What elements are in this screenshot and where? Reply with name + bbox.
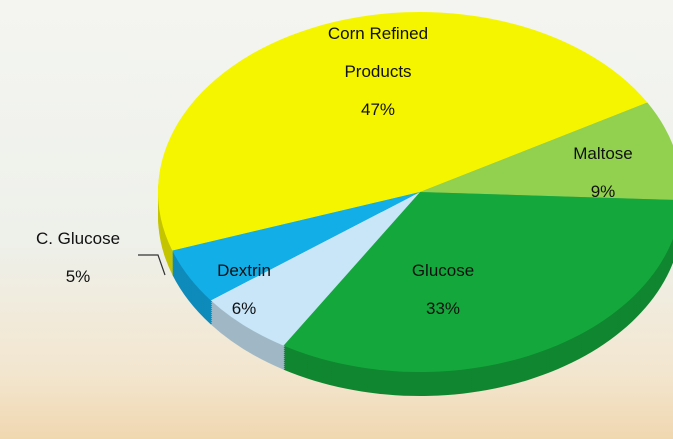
- slice: [420, 102, 673, 200]
- slice-label: Maltose 9%: [558, 135, 648, 211]
- value-label: 5%: [65, 267, 91, 286]
- slice: [157, 11, 648, 251]
- slice-label: Corn Refined Products 47%: [303, 15, 453, 129]
- leader-line: [138, 254, 166, 276]
- category-label: C. Glucose: [35, 229, 121, 248]
- value-label: 6%: [231, 299, 257, 318]
- slice-label: Dextrin 6%: [204, 252, 284, 328]
- slice-label: C. Glucose 5%: [13, 220, 143, 296]
- value-label: 47%: [360, 100, 396, 119]
- value-label: 9%: [590, 182, 616, 201]
- slice: [172, 192, 420, 301]
- category-label: Glucose: [411, 261, 475, 280]
- slice-label: Glucose 33%: [388, 252, 498, 328]
- category-label: Maltose: [573, 144, 633, 163]
- slice: [283, 192, 673, 372]
- slice: [210, 192, 420, 346]
- value-label: 33%: [425, 299, 461, 318]
- category-label: Dextrin: [217, 261, 271, 280]
- category-label: Corn Refined Products: [327, 24, 429, 81]
